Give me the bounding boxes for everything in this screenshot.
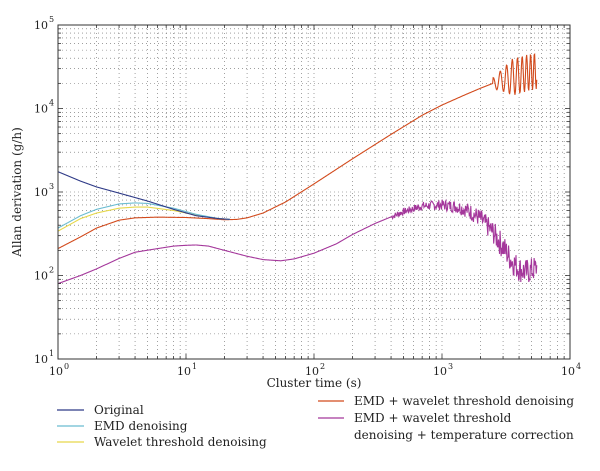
- svg-text:1: 1: [49, 349, 54, 358]
- legend: Original EMD denoising Wavelet threshold…: [57, 394, 574, 449]
- x-tick-label: 10 1: [177, 362, 197, 378]
- legend-label-original: Original: [94, 403, 144, 417]
- svg-text:2: 2: [49, 266, 54, 275]
- svg-text:10: 10: [177, 365, 191, 378]
- svg-text:5: 5: [49, 15, 54, 24]
- svg-text:1: 1: [192, 362, 197, 371]
- legend-label-emd-wavelet-temp-line2: denoising + temperature correction: [354, 428, 574, 442]
- y-tick-label: 10 5: [34, 15, 54, 32]
- svg-text:10: 10: [34, 353, 48, 366]
- y-tick-label: 10 3: [34, 182, 54, 199]
- svg-text:10: 10: [34, 19, 48, 32]
- svg-text:10: 10: [561, 365, 575, 378]
- svg-text:10: 10: [433, 365, 447, 378]
- series-line-0: [57, 171, 230, 220]
- y-tick-label: 10 4: [34, 99, 54, 116]
- svg-text:10: 10: [34, 270, 48, 283]
- x-tick-label: 10 0: [49, 362, 69, 378]
- svg-text:3: 3: [49, 182, 54, 191]
- legend-label-emd: EMD denoising: [94, 419, 188, 433]
- series-line-2: [57, 206, 230, 232]
- series-line-1: [57, 202, 230, 229]
- x-tick-labels: 10 0 10 1 10 2 10 3 10 4: [49, 362, 581, 378]
- y-tick-label: 10 2: [34, 266, 54, 283]
- series-line-3: [57, 52, 538, 250]
- series-lines: [57, 52, 538, 285]
- grid-lines: [57, 25, 571, 360]
- svg-text:3: 3: [448, 362, 453, 371]
- svg-text:10: 10: [34, 186, 48, 199]
- svg-text:4: 4: [576, 362, 581, 371]
- x-axis-label: Cluster time (s): [267, 376, 362, 390]
- svg-text:0: 0: [64, 362, 69, 371]
- y-axis-label: Allan derivation (g/h): [10, 127, 24, 258]
- tick-marks: [57, 25, 570, 360]
- svg-text:10: 10: [305, 365, 319, 378]
- x-tick-label: 10 3: [433, 362, 453, 378]
- svg-text:2: 2: [320, 362, 325, 371]
- series-line-4: [57, 198, 538, 285]
- legend-label-emd-wavelet: EMD + wavelet threshold denoising: [354, 394, 574, 408]
- legend-label-wavelet: Wavelet threshold denoising: [94, 435, 267, 449]
- svg-text:4: 4: [49, 99, 54, 108]
- svg-text:10: 10: [49, 365, 63, 378]
- x-tick-label: 10 2: [305, 362, 325, 378]
- legend-label-emd-wavelet-temp-line1: EMD + wavelet threshold: [354, 411, 512, 425]
- svg-text:10: 10: [34, 103, 48, 116]
- x-tick-label: 10 4: [561, 362, 581, 378]
- y-tick-label: 10 1: [34, 349, 54, 366]
